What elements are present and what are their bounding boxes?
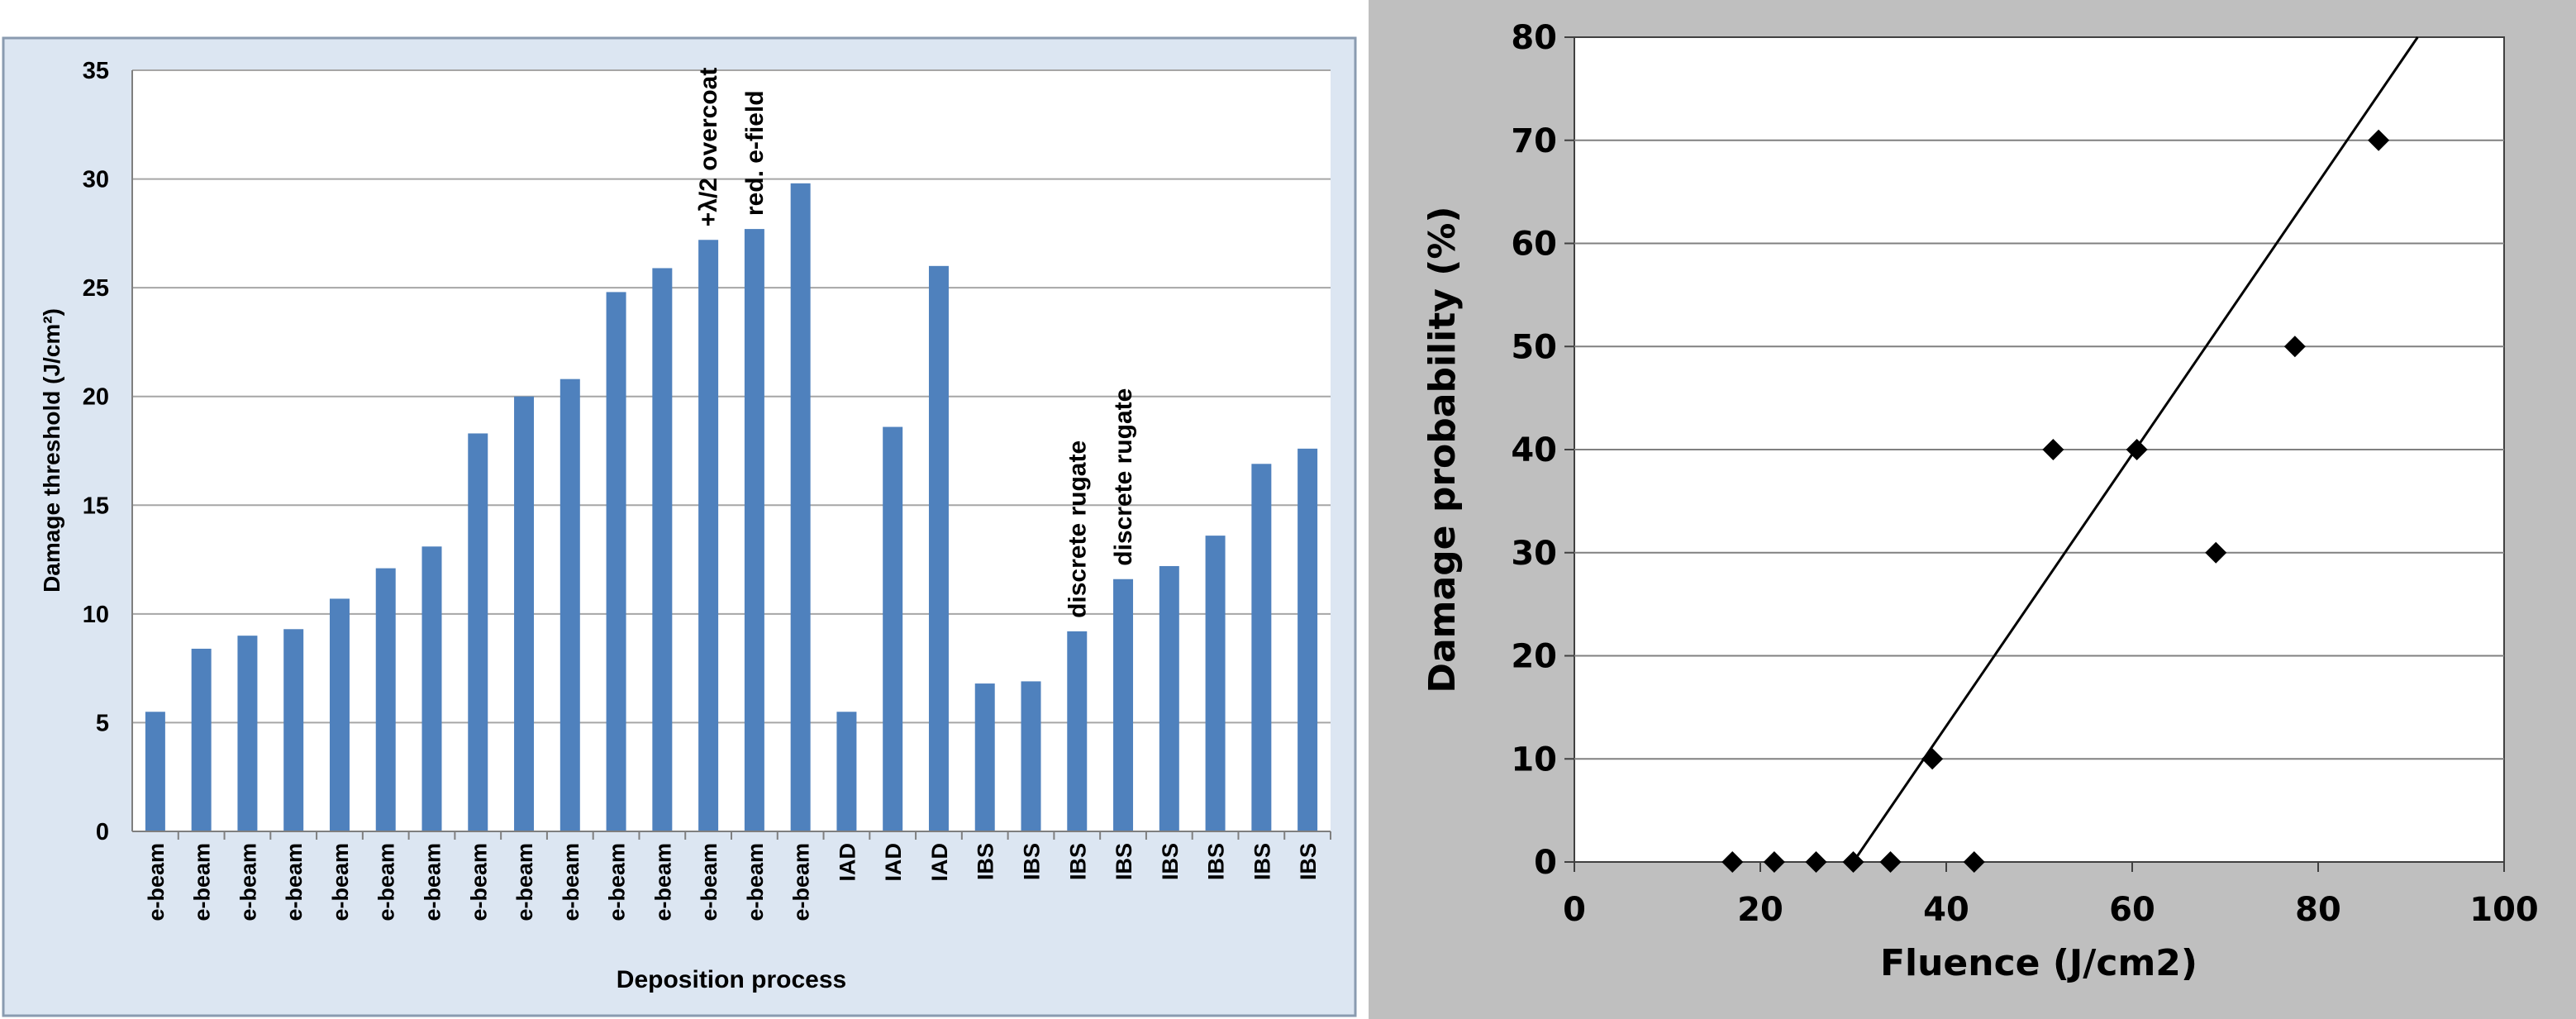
bar-chart-x-tick-label: IBS <box>1065 843 1090 880</box>
bar-annotation: +λ/2 overcoat <box>695 68 722 227</box>
bar-chart-x-tick-label: e-beam <box>282 843 307 921</box>
bar <box>191 648 212 831</box>
bar <box>883 426 903 831</box>
bar <box>744 229 764 831</box>
bar-chart-x-tick-label: e-beam <box>605 843 630 921</box>
bar <box>329 598 350 831</box>
bar-chart-x-tick-label: e-beam <box>697 843 721 921</box>
bar-chart-y-tick-label: 25 <box>83 275 109 302</box>
bar <box>514 396 535 831</box>
bar-chart-x-tick-label: e-beam <box>190 843 215 921</box>
bar-chart-x-tick-label: e-beam <box>789 843 814 921</box>
bar <box>1251 464 1272 831</box>
bar-chart-x-tick-label: IBS <box>1296 843 1321 880</box>
bar <box>974 683 995 831</box>
scatter-chart-y-tick-label: 0 <box>1534 844 1557 882</box>
bar <box>1205 536 1226 831</box>
bar-annotation: red. e-field <box>741 90 769 216</box>
scatter-point <box>1963 851 1985 873</box>
bar-chart-x-tick-label: e-beam <box>466 843 491 921</box>
scatter-chart-y-tick-label: 70 <box>1511 122 1557 160</box>
scatter-chart-y-axis-label: Damage probability (%) <box>1421 206 1464 693</box>
bar <box>237 636 258 831</box>
bar <box>928 265 949 831</box>
bar-chart-x-tick-label: IBS <box>1158 843 1183 880</box>
bar-chart-x-tick-label: e-beam <box>512 843 537 921</box>
bar <box>145 712 165 831</box>
scatter-chart-x-axis-label: Fluence (J/cm2) <box>1880 942 2197 984</box>
bar <box>421 546 442 831</box>
bar <box>1067 631 1088 831</box>
bar-chart-x-tick-label: IAD <box>881 843 906 882</box>
bar-annotation: discrete rugate <box>1110 388 1137 566</box>
bar-chart-x-tick-label: IBS <box>1250 843 1274 880</box>
bar <box>375 568 396 831</box>
scatter-chart-x-tick-label: 0 <box>1563 891 1586 929</box>
bar-chart-plot-area <box>132 70 1331 831</box>
scatter-chart-y-tick-label: 80 <box>1511 19 1557 57</box>
bar <box>559 379 580 832</box>
scatter-point <box>2042 439 2064 460</box>
bar-chart-x-tick-label: e-beam <box>328 843 353 921</box>
bar-annotation: discrete rugate <box>1064 440 1091 618</box>
bar <box>1298 448 1318 831</box>
bar <box>1021 681 1041 831</box>
bar <box>1159 565 1179 831</box>
scatter-point <box>2126 439 2148 460</box>
scatter-point <box>1879 851 1902 873</box>
scatter-chart-y-tick-label: 50 <box>1511 328 1557 366</box>
scatter-point <box>1842 851 1864 873</box>
scatter-point <box>1721 851 1744 873</box>
bar-chart-x-tick-label: e-beam <box>650 843 675 921</box>
scatter-chart-y-tick-label: 40 <box>1511 431 1557 469</box>
bar <box>836 712 857 831</box>
bar-chart-x-tick-label: e-beam <box>421 843 445 921</box>
bar <box>468 433 488 831</box>
bar-chart-y-tick-label: 10 <box>83 602 109 628</box>
bar-chart-x-tick-label: IBS <box>974 843 998 880</box>
scatter-point <box>1805 851 1827 873</box>
bar-chart-x-tick-label: e-beam <box>743 843 768 921</box>
bar-chart-x-tick-label: IAD <box>927 843 952 882</box>
bar-chart-y-tick-label: 30 <box>83 167 109 193</box>
bar-chart-y-tick-label: 15 <box>83 493 109 519</box>
scatter-chart-x-tick-label: 80 <box>2295 891 2341 929</box>
bar <box>283 629 304 831</box>
bar-chart-x-tick-label: IBS <box>1112 843 1136 880</box>
scatter-point <box>1921 748 1944 770</box>
scatter-chart-y-tick-label: 10 <box>1511 740 1557 779</box>
bar-chart-x-tick-label: IBS <box>1204 843 1229 880</box>
bar <box>790 183 811 831</box>
scatter-point <box>2283 336 2306 358</box>
bar-chart-x-axis-label: Deposition process <box>617 966 846 993</box>
scatter-chart-x-tick-label: 40 <box>1923 891 1969 929</box>
damage-probability-scatter-chart: 0 10 20 30 40 50 60 70 80 0 20 40 60 80 100 Fluence (… <box>1369 0 2576 1019</box>
bar <box>1113 579 1134 831</box>
bar <box>652 268 673 832</box>
bar-chart-y-tick-label: 5 <box>96 710 109 736</box>
scatter-chart-y-tick-label: 60 <box>1511 226 1557 264</box>
bar-chart-y-tick-label: 0 <box>96 819 109 845</box>
bar-chart-y-axis-label: Damage threshold (J/cm²) <box>39 308 64 593</box>
bar-chart-x-tick-label: e-beam <box>374 843 399 921</box>
deposition-threshold-bar-chart: +λ/2 overcoat red. e-field discrete rugate… <box>2 36 1357 1017</box>
scatter-chart-y-tick-label: 20 <box>1511 638 1557 676</box>
bar <box>606 292 626 831</box>
scatter-point <box>2205 541 2227 564</box>
bar <box>698 240 719 831</box>
scatter-point <box>1763 851 1785 873</box>
bar-chart-y-tick-label: 35 <box>83 58 109 84</box>
bar-chart-x-tick-label: e-beam <box>236 843 260 921</box>
scatter-chart-y-tick-label: 30 <box>1511 535 1557 573</box>
scatter-chart-x-tick-label: 60 <box>2109 891 2155 929</box>
scatter-chart-x-tick-label: 100 <box>2469 891 2539 929</box>
scatter-point <box>2368 129 2390 151</box>
bar-chart-x-tick-label: IAD <box>835 843 859 882</box>
bar-chart-y-tick-label: 20 <box>83 384 109 411</box>
bar-chart-x-tick-label: e-beam <box>144 843 169 921</box>
scatter-chart-x-tick-label: 20 <box>1737 891 1783 929</box>
bar-chart-x-tick-label: IBS <box>1020 843 1045 880</box>
bar-chart-x-tick-label: e-beam <box>559 843 583 921</box>
